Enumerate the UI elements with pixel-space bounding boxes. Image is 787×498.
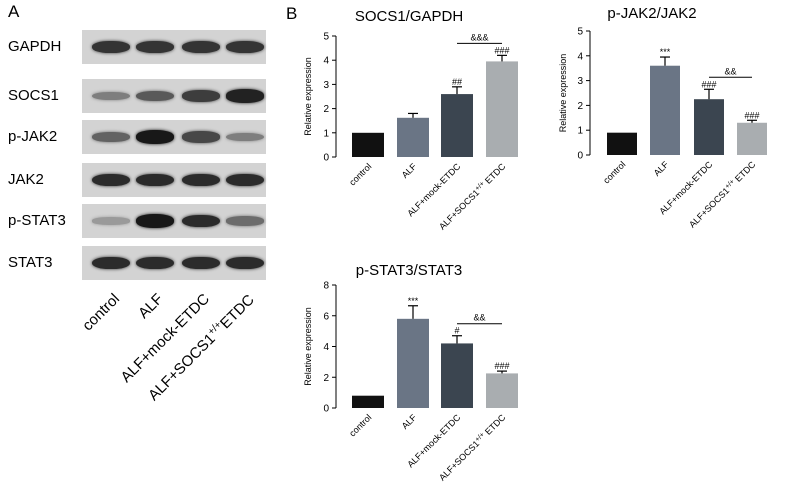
- y-tick-label: 4: [323, 342, 329, 353]
- blot-band: [136, 256, 174, 270]
- bar: [607, 132, 637, 155]
- bar: [694, 99, 724, 155]
- blot-band: [226, 216, 264, 226]
- y-tick-label: 4: [577, 51, 583, 62]
- y-tick-label: 2: [323, 373, 329, 384]
- y-tick-label: 3: [323, 80, 329, 91]
- comparison-label: &&: [473, 313, 485, 323]
- blot-row-label: JAK2: [8, 171, 44, 188]
- blot-band: [182, 256, 220, 270]
- blot-band: [226, 40, 264, 54]
- chart-title: p-STAT3/STAT3: [356, 262, 462, 279]
- y-tick-label: 0: [323, 404, 329, 415]
- comparison-label: &&: [724, 66, 736, 76]
- blot-band: [136, 40, 174, 54]
- chart-title: SOCS1/GAPDH: [355, 8, 463, 25]
- chart-title: p-JAK2/JAK2: [607, 5, 696, 22]
- y-tick-label: 6: [323, 311, 329, 322]
- y-tick-label: 1: [577, 126, 583, 137]
- blot-band: [182, 40, 220, 54]
- y-axis-label: Relative expression: [558, 54, 568, 133]
- bar: [737, 122, 767, 155]
- blot-band: [92, 256, 130, 270]
- blot-band: [226, 132, 264, 142]
- blot-strip: [82, 163, 266, 197]
- blot-band: [226, 89, 264, 103]
- x-tick-label: control: [601, 159, 627, 185]
- blot-band: [136, 214, 174, 228]
- significance-label: ###: [701, 79, 716, 89]
- blot-strip: [82, 120, 266, 154]
- blot-band: [182, 214, 220, 228]
- y-axis-label: Relative expression: [303, 307, 313, 386]
- significance-label: ###: [494, 45, 509, 55]
- bar: [441, 94, 473, 157]
- significance-label: ***: [408, 296, 419, 306]
- x-tick-label: ALF: [652, 159, 671, 178]
- x-tick-label: ALF: [400, 412, 419, 431]
- y-tick-label: 0: [577, 151, 583, 162]
- x-tick-label: control: [347, 412, 373, 438]
- blot-band: [92, 173, 130, 187]
- bar: [486, 61, 518, 157]
- blot-row-label: GAPDH: [8, 38, 62, 55]
- blot-row-label: STAT3: [8, 254, 53, 271]
- blot-band: [92, 217, 130, 225]
- significance-label: ###: [494, 361, 509, 371]
- blot-band: [226, 256, 264, 270]
- bar: [397, 318, 429, 408]
- blot-strip: [82, 246, 266, 280]
- bar: [352, 132, 384, 157]
- y-tick-label: 0: [323, 153, 329, 164]
- y-tick-label: 2: [323, 104, 329, 115]
- y-axis-label: Relative expression: [303, 57, 313, 136]
- blot-strip: [82, 30, 266, 64]
- y-tick-label: 5: [323, 32, 329, 43]
- blot-band: [182, 173, 220, 187]
- blot-band: [92, 91, 130, 101]
- panel-label-a: A: [8, 2, 20, 21]
- y-tick-label: 1: [323, 128, 329, 139]
- blot-strip: [82, 204, 266, 238]
- significance-label: ***: [660, 47, 671, 57]
- blot-band: [136, 130, 174, 144]
- bar: [397, 117, 429, 157]
- blot-band: [92, 132, 130, 142]
- blot-strip: [82, 79, 266, 113]
- y-tick-label: 3: [577, 76, 583, 87]
- blot-band: [92, 40, 130, 54]
- blot-band: [136, 173, 174, 187]
- blot-row-label: p-JAK2: [8, 128, 58, 145]
- blot-band: [182, 90, 220, 102]
- blot-row-label: SOCS1: [8, 87, 59, 104]
- panel-label-b: B: [286, 4, 298, 23]
- blot-band: [136, 90, 174, 102]
- significance-label: ##: [452, 77, 462, 87]
- significance-label: #: [454, 326, 459, 336]
- bar: [441, 343, 473, 408]
- blot-row-label: p-STAT3: [8, 212, 66, 229]
- blot-band: [226, 173, 264, 187]
- bar: [486, 373, 518, 408]
- bar: [352, 395, 384, 408]
- blot-band: [182, 131, 220, 143]
- x-tick-label: ALF: [400, 161, 419, 180]
- y-tick-label: 5: [577, 27, 583, 38]
- y-tick-label: 8: [323, 281, 329, 292]
- bar: [650, 65, 680, 155]
- significance-label: ###: [744, 110, 759, 120]
- y-tick-label: 4: [323, 56, 329, 67]
- comparison-label: &&&: [470, 32, 488, 42]
- x-tick-label: control: [347, 161, 373, 187]
- y-tick-label: 2: [577, 101, 583, 112]
